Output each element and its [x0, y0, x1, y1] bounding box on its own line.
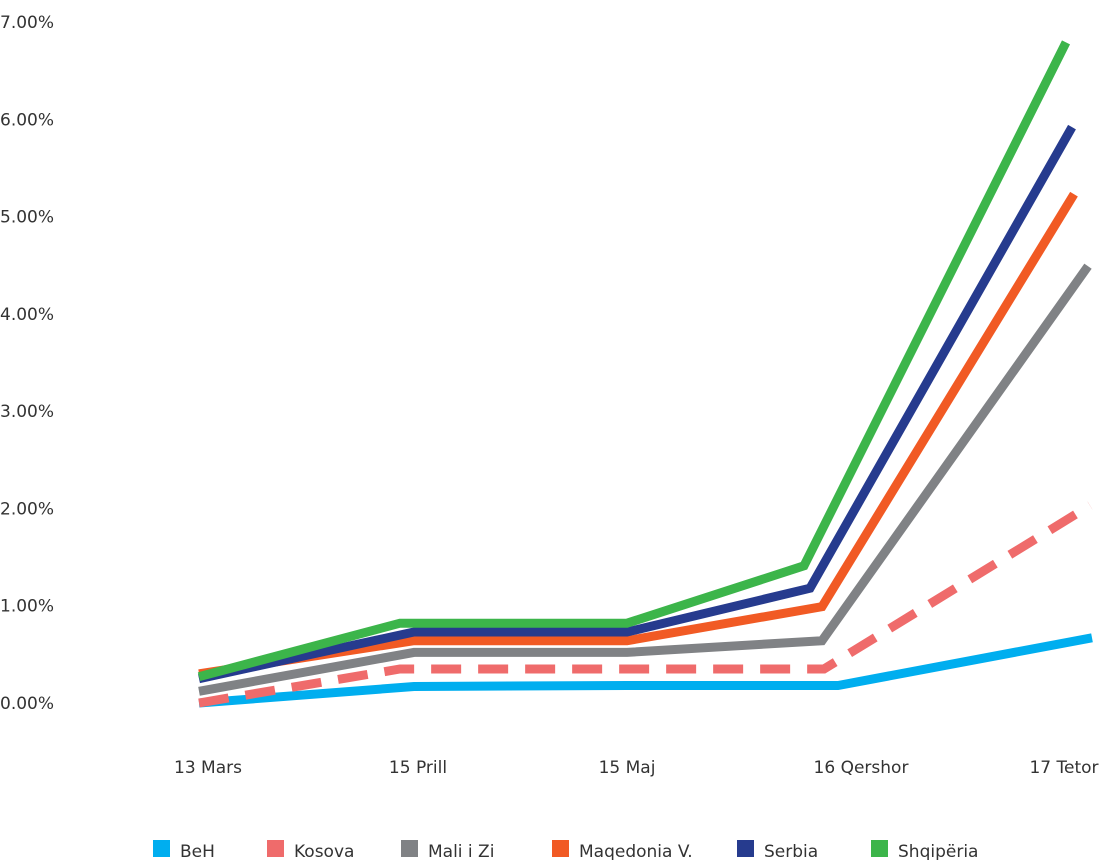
legend-item: Serbia	[737, 840, 818, 860]
legend-label: Kosova	[294, 842, 354, 860]
y-tick-label: 7.00%	[0, 13, 54, 33]
legend-label: Serbia	[764, 842, 818, 860]
legend-swatch	[737, 840, 754, 857]
y-tick-label: 4.00%	[0, 305, 54, 325]
legend-item: Shqipëria	[871, 840, 978, 860]
legend-item: Maqedonia V.	[552, 840, 693, 860]
legend-item: Kosova	[267, 840, 354, 860]
x-tick-label: 16 Qershor	[814, 758, 909, 778]
legend-swatch	[552, 840, 569, 857]
legend-label: BeH	[180, 842, 215, 860]
series-line-maqedonia-v	[199, 194, 1074, 674]
legend-swatch	[267, 840, 284, 857]
legend-item: Mali i Zi	[401, 840, 494, 860]
legend-label: Shqipëria	[898, 842, 978, 860]
y-tick-label: 3.00%	[0, 402, 54, 422]
legend-swatch	[153, 840, 170, 857]
y-tick-label: 1.00%	[0, 597, 54, 617]
x-tick-label: 15 Maj	[599, 758, 656, 778]
legend-label: Mali i Zi	[428, 842, 494, 860]
legend-item: BeH	[153, 840, 215, 860]
legend-swatch	[401, 840, 418, 857]
legend-swatch	[871, 840, 888, 857]
x-tick-label: 17 Tetor	[1029, 758, 1098, 778]
legend: BeH Kosova Mali i Zi Maqedonia V. Serbia Shqi…	[153, 840, 978, 860]
series-lines	[199, 42, 1092, 703]
y-tick-label: 2.00%	[0, 499, 54, 519]
y-tick-label: 0.00%	[0, 694, 54, 714]
y-tick-label: 6.00%	[0, 110, 54, 130]
y-tick-label: 5.00%	[0, 208, 54, 228]
series-line-kosova	[199, 506, 1090, 704]
legend-label: Maqedonia V.	[579, 842, 693, 860]
x-axis: 13 Mars 15 Prill 15 Maj 16 Qershor 17 Tetor	[174, 758, 1099, 778]
x-tick-label: 15 Prill	[389, 758, 447, 778]
x-tick-label: 13 Mars	[174, 758, 242, 778]
y-axis: 0.00% 1.00% 2.00% 3.00% 4.00% 5.00% 6.00% 7.00%	[0, 13, 54, 714]
